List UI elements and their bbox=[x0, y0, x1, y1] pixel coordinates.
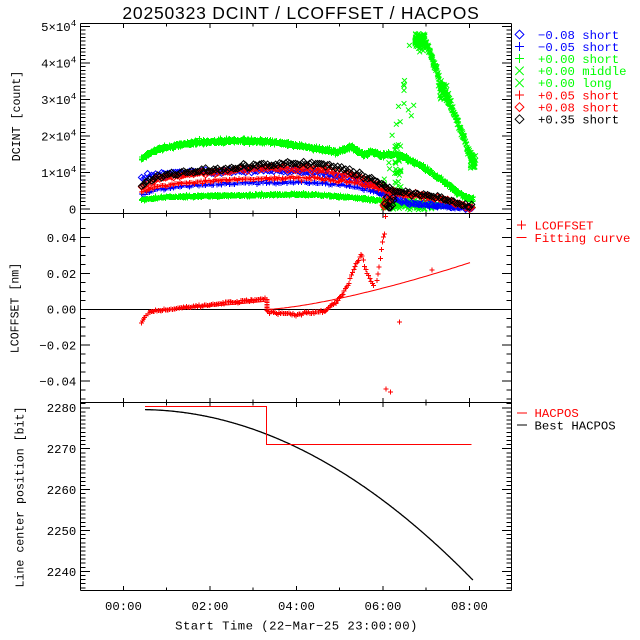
svg-text:+0.35 short: +0.35 short bbox=[538, 114, 619, 128]
svg-text:20250323 DCINT / LCOFFSET / HA: 20250323 DCINT / LCOFFSET / HACPOS bbox=[122, 3, 479, 23]
svg-text:Start Time (22−Mar−25 23:00:00: Start Time (22−Mar−25 23:00:00) bbox=[175, 620, 418, 634]
svg-text:1×104: 1×104 bbox=[41, 164, 77, 181]
svg-text:0.00: 0.00 bbox=[47, 304, 77, 318]
svg-text:+0.08 short: +0.08 short bbox=[538, 101, 619, 115]
svg-text:2250: 2250 bbox=[47, 525, 77, 539]
svg-text:Fitting curve: Fitting curve bbox=[535, 232, 631, 246]
svg-text:−0.02: −0.02 bbox=[39, 340, 76, 354]
svg-text:Line center position [bit]: Line center position [bit] bbox=[15, 407, 28, 588]
svg-text:−0.04: −0.04 bbox=[39, 376, 76, 390]
svg-text:LCOFFSET [nm]: LCOFFSET [nm] bbox=[10, 263, 23, 353]
svg-text:+0.00 middle: +0.00 middle bbox=[538, 65, 627, 79]
svg-text:2280: 2280 bbox=[47, 402, 77, 416]
svg-text:5×104: 5×104 bbox=[41, 18, 77, 35]
svg-text:06:00: 06:00 bbox=[364, 600, 401, 614]
svg-text:08:00: 08:00 bbox=[451, 600, 488, 614]
svg-text:HACPOS: HACPOS bbox=[535, 407, 579, 421]
svg-text:3×104: 3×104 bbox=[41, 91, 77, 108]
svg-text:+0.05 short: +0.05 short bbox=[538, 89, 619, 103]
svg-text:2260: 2260 bbox=[47, 484, 77, 498]
svg-text:2×104: 2×104 bbox=[41, 127, 77, 144]
svg-text:02:00: 02:00 bbox=[191, 600, 228, 614]
svg-text:LCOFFSET: LCOFFSET bbox=[535, 219, 594, 233]
svg-text:+0.00 short: +0.00 short bbox=[538, 53, 619, 67]
svg-text:4×104: 4×104 bbox=[41, 54, 77, 71]
svg-text:−0.08 short: −0.08 short bbox=[538, 29, 619, 43]
svg-text:+0.00 long: +0.00 long bbox=[538, 77, 612, 91]
svg-text:2240: 2240 bbox=[47, 566, 77, 580]
svg-text:00:00: 00:00 bbox=[105, 600, 142, 614]
svg-text:Best HACPOS: Best HACPOS bbox=[535, 420, 616, 434]
svg-text:DCINT [count]: DCINT [count] bbox=[11, 71, 24, 161]
svg-text:2270: 2270 bbox=[47, 443, 77, 457]
svg-text:0.02: 0.02 bbox=[47, 268, 77, 282]
svg-text:04:00: 04:00 bbox=[278, 600, 315, 614]
svg-text:−0.05 short: −0.05 short bbox=[538, 41, 619, 55]
svg-text:0: 0 bbox=[69, 203, 76, 217]
svg-text:0.04: 0.04 bbox=[47, 232, 77, 246]
